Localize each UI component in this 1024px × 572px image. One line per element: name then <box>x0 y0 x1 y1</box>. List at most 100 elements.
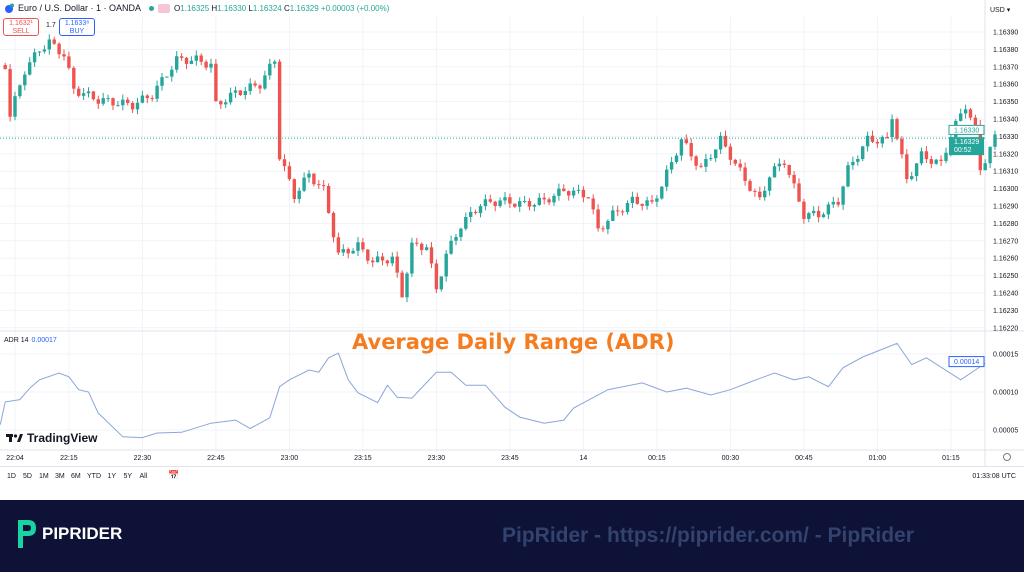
candle-body <box>498 200 502 206</box>
symbol-header: Euro / U.S. Dollar · 1 · OANDA O1.16325 … <box>4 3 389 13</box>
candle-body <box>493 201 497 206</box>
chart-canvas[interactable]: 1.16390 1.16380 1.16370 1.16360 1.16350 1.163… <box>0 0 1024 500</box>
range-1y[interactable]: 1Y <box>107 473 117 480</box>
candle-body <box>679 139 684 156</box>
price-tick-label: 1.16230 <box>993 308 1018 315</box>
time-tick-label: 14 <box>580 455 588 462</box>
date-range-calendar-icon[interactable]: 📅 <box>168 470 180 480</box>
candle-body <box>258 85 262 89</box>
candle-body <box>81 93 86 96</box>
range-1m[interactable]: 1M <box>39 473 49 480</box>
price-tick-label: 1.16340 <box>993 117 1018 124</box>
candle-body <box>973 117 978 126</box>
candle-body <box>542 197 546 200</box>
candle-body <box>518 201 522 207</box>
bottom-toolbar: 01:33:08 UTC 1D 5D 1M 3M 6M YTD 1Y 5Y All 📅 <box>0 466 1024 487</box>
candle-body <box>552 195 556 203</box>
candle-body <box>723 135 728 147</box>
candle-body <box>513 203 517 207</box>
candle-body <box>444 253 448 277</box>
candle-body <box>567 191 571 196</box>
candle-body <box>861 146 865 160</box>
candle-body <box>322 185 326 187</box>
candle-body <box>895 119 899 139</box>
candle-body <box>831 201 835 205</box>
candle-body <box>777 163 782 167</box>
symbol-title[interactable]: Euro / U.S. Dollar · 1 · OANDA <box>18 3 142 13</box>
candle-body <box>214 63 218 102</box>
buy-button[interactable]: 1.1633⁸ BUY <box>59 18 95 36</box>
candle-body <box>224 102 228 105</box>
candle-body <box>375 256 380 263</box>
candle-body <box>929 159 933 164</box>
candle-body <box>968 109 973 118</box>
adr-value-label: 0.00014 <box>954 359 979 366</box>
candle-body <box>390 256 394 264</box>
market-open-dot <box>149 5 155 11</box>
range-5y[interactable]: 5Y <box>123 473 133 480</box>
candle-body <box>23 74 27 86</box>
piprider-logo: PIPRIDER <box>14 518 122 550</box>
candle-body <box>934 159 938 164</box>
candle-body <box>326 186 331 213</box>
time-tick-label: 01:15 <box>942 455 960 462</box>
candle-body <box>32 52 37 63</box>
candle-body <box>963 109 968 114</box>
candle-body <box>865 135 870 147</box>
range-3m[interactable]: 3M <box>55 473 65 480</box>
candle-body <box>111 98 115 106</box>
price-tick-label: 1.16370 <box>993 64 1018 71</box>
candle-body <box>905 154 909 180</box>
range-all[interactable]: All <box>139 473 148 480</box>
candle-body <box>919 151 924 164</box>
time-tick-label: 23:00 <box>281 455 299 462</box>
candle-body <box>959 113 963 121</box>
currency-selector[interactable]: USD ▾ <box>990 7 1011 14</box>
candle-body <box>924 151 929 160</box>
range-5d[interactable]: 5D <box>23 473 32 480</box>
candle-body <box>424 247 429 250</box>
range-6m[interactable]: 6M <box>71 473 81 480</box>
candle-body <box>616 210 620 212</box>
indicator-badge[interactable] <box>158 3 171 13</box>
piprider-icon <box>18 520 36 548</box>
candle-body <box>371 260 375 263</box>
candle-body <box>581 189 586 198</box>
candle-body <box>405 273 409 298</box>
candle-body <box>733 159 737 164</box>
candle-body <box>797 183 801 202</box>
candle-body <box>331 212 336 238</box>
sell-button[interactable]: 1.1632¹ SELL <box>3 18 39 36</box>
candle-body <box>669 161 674 170</box>
candle-body <box>86 91 91 94</box>
range-ytd[interactable]: YTD <box>87 473 101 480</box>
candle-body <box>366 249 370 261</box>
candle-body <box>728 146 733 160</box>
price-tick-label: 1.16270 <box>993 238 1018 245</box>
candle-body <box>900 138 904 155</box>
candle-body <box>307 173 311 178</box>
candle-body <box>792 174 796 184</box>
range-1d[interactable]: 1D <box>7 473 16 480</box>
candle-body <box>763 190 767 198</box>
candle-body <box>821 214 826 218</box>
candle-body <box>880 136 884 144</box>
adr-line <box>0 342 986 439</box>
clock[interactable]: 01:33:08 UTC <box>972 473 1016 480</box>
adr-value-badge <box>948 356 985 368</box>
candle-body <box>238 90 243 95</box>
settings-gear-icon[interactable] <box>1003 453 1011 461</box>
candle-body <box>194 55 198 61</box>
time-tick-label: 23:15 <box>354 455 372 462</box>
flag-icon <box>5 3 14 13</box>
price-tick-label: 1.16260 <box>993 256 1018 263</box>
tradingview-logo[interactable]: TradingView <box>6 431 97 445</box>
candle-body <box>233 90 238 93</box>
time-tick-label: 22:15 <box>60 455 78 462</box>
indicator-legend[interactable]: ADR 14 0.00017 <box>4 337 57 344</box>
candle-body <box>170 69 174 77</box>
candle-body <box>277 61 282 160</box>
candle-body <box>704 158 708 167</box>
ask-price-badge <box>948 124 985 135</box>
candle-body <box>473 211 478 214</box>
